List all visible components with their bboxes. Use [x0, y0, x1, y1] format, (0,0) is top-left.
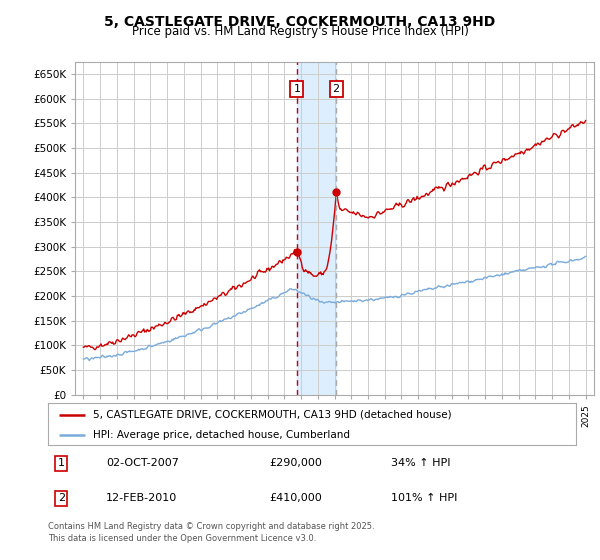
Text: 2: 2	[332, 84, 340, 94]
Text: 02-OCT-2007: 02-OCT-2007	[106, 459, 179, 468]
Text: 101% ↑ HPI: 101% ↑ HPI	[391, 493, 458, 503]
Text: Price paid vs. HM Land Registry's House Price Index (HPI): Price paid vs. HM Land Registry's House …	[131, 25, 469, 38]
Text: Contains HM Land Registry data © Crown copyright and database right 2025.
This d: Contains HM Land Registry data © Crown c…	[48, 522, 374, 543]
Text: 12-FEB-2010: 12-FEB-2010	[106, 493, 178, 503]
Text: 5, CASTLEGATE DRIVE, COCKERMOUTH, CA13 9HD (detached house): 5, CASTLEGATE DRIVE, COCKERMOUTH, CA13 9…	[93, 410, 452, 420]
Text: 2: 2	[58, 493, 65, 503]
Text: HPI: Average price, detached house, Cumberland: HPI: Average price, detached house, Cumb…	[93, 430, 350, 440]
Bar	[297, 62, 336, 395]
Text: £410,000: £410,000	[270, 493, 323, 503]
Text: 5, CASTLEGATE DRIVE, COCKERMOUTH, CA13 9HD: 5, CASTLEGATE DRIVE, COCKERMOUTH, CA13 9…	[104, 15, 496, 29]
Text: 1: 1	[58, 459, 65, 468]
Text: £290,000: £290,000	[270, 459, 323, 468]
Text: 1: 1	[293, 84, 301, 94]
Text: 34% ↑ HPI: 34% ↑ HPI	[391, 459, 451, 468]
